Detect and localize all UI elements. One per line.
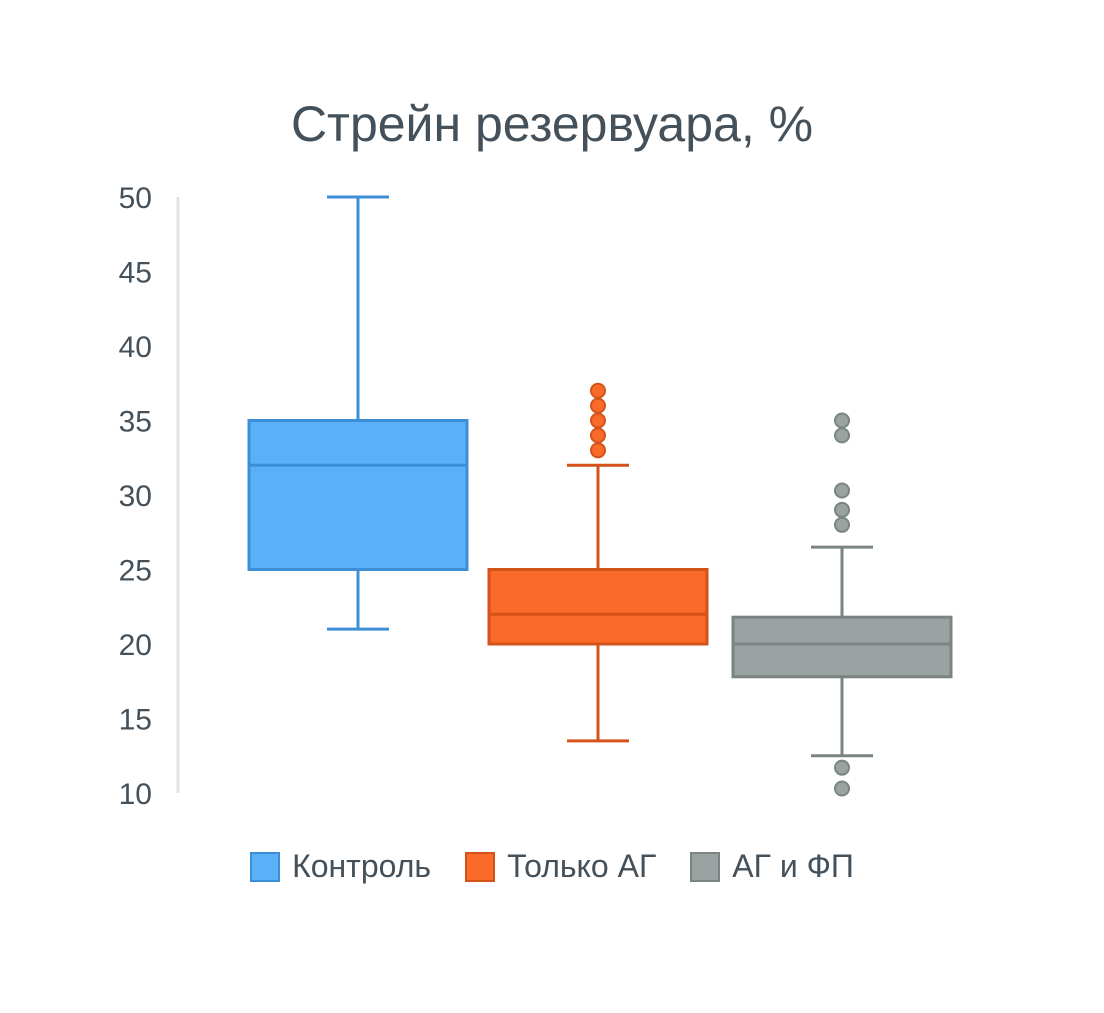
outlier-point: [590, 412, 606, 429]
box-iqr: [487, 568, 709, 646]
y-tick-label: 10: [119, 778, 152, 811]
outlier-point: [590, 382, 606, 399]
box-group-1: [247, 195, 469, 631]
legend-item-2: Только АГ: [465, 848, 656, 885]
legend-label: АГ и ФП: [732, 848, 854, 884]
y-tick-labels: 10 15 20 25 30 35 40 45 50: [119, 182, 152, 811]
outlier-point: [834, 759, 850, 776]
outlier-point: [590, 427, 606, 444]
legend-label: Контроль: [292, 848, 432, 884]
box-group-3: [731, 412, 953, 797]
legend-item-3: АГ и ФП: [690, 848, 854, 885]
y-tick-label: 30: [119, 480, 152, 513]
legend-swatch: [250, 851, 281, 882]
outlier-point: [590, 397, 606, 414]
legend: Контроль Только АГ АГ и ФП: [0, 848, 1104, 885]
legend-swatch: [690, 851, 721, 882]
outlier-point: [834, 780, 850, 797]
box-iqr: [731, 615, 953, 679]
outlier-point: [590, 442, 606, 459]
y-tick-label: 20: [119, 629, 152, 662]
legend-item-1: Контроль: [250, 848, 431, 885]
y-tick-label: 15: [119, 704, 152, 737]
outlier-point: [834, 516, 850, 533]
outlier-point: [834, 482, 850, 499]
box-group-2: [487, 382, 709, 743]
y-tick-label: 50: [119, 182, 152, 215]
legend-swatch: [465, 851, 496, 882]
legend-label: Только АГ: [507, 848, 657, 884]
box-iqr: [247, 419, 469, 571]
y-tick-label: 45: [119, 257, 152, 290]
y-tick-label: 25: [119, 555, 152, 588]
chart-title: Стрейн резервуара, %: [290, 96, 814, 152]
plot-area: 10 15 20 25 30 35 40 45 50: [119, 182, 953, 811]
y-tick-label: 35: [119, 406, 152, 439]
y-tick-label: 40: [119, 331, 152, 364]
outlier-point: [834, 412, 850, 429]
outlier-point: [834, 427, 850, 444]
outlier-point: [834, 501, 850, 518]
box-groups: [247, 195, 953, 797]
